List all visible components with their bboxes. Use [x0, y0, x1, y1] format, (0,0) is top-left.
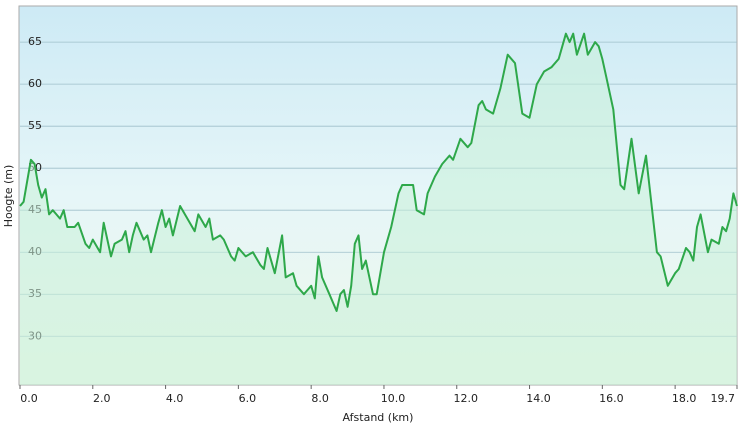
x-tick-label: 18.0 [672, 392, 697, 405]
y-axis-label: Hoogte (m) [2, 165, 15, 228]
x-tick-label: 10.0 [381, 392, 406, 405]
area [20, 33, 737, 385]
x-tick-label: 14.0 [526, 392, 551, 405]
x-tick-label: 0.0 [20, 392, 38, 405]
y-tick-label: 55 [28, 119, 42, 132]
x-tick-label: 6.0 [239, 392, 257, 405]
y-tick-label: 60 [28, 77, 42, 90]
x-axis-label: Afstand (km) [343, 411, 414, 424]
y-tick-label: 65 [28, 35, 42, 48]
elevation-line [19, 32, 738, 312]
x-tick-label: 12.0 [454, 392, 479, 405]
x-tick-label: 4.0 [166, 392, 184, 405]
x-tick-label: 16.0 [599, 392, 624, 405]
x-tick-label: 2.0 [93, 392, 111, 405]
x-tick-label: 8.0 [311, 392, 329, 405]
x-tick-label: 19.7 [711, 392, 736, 405]
